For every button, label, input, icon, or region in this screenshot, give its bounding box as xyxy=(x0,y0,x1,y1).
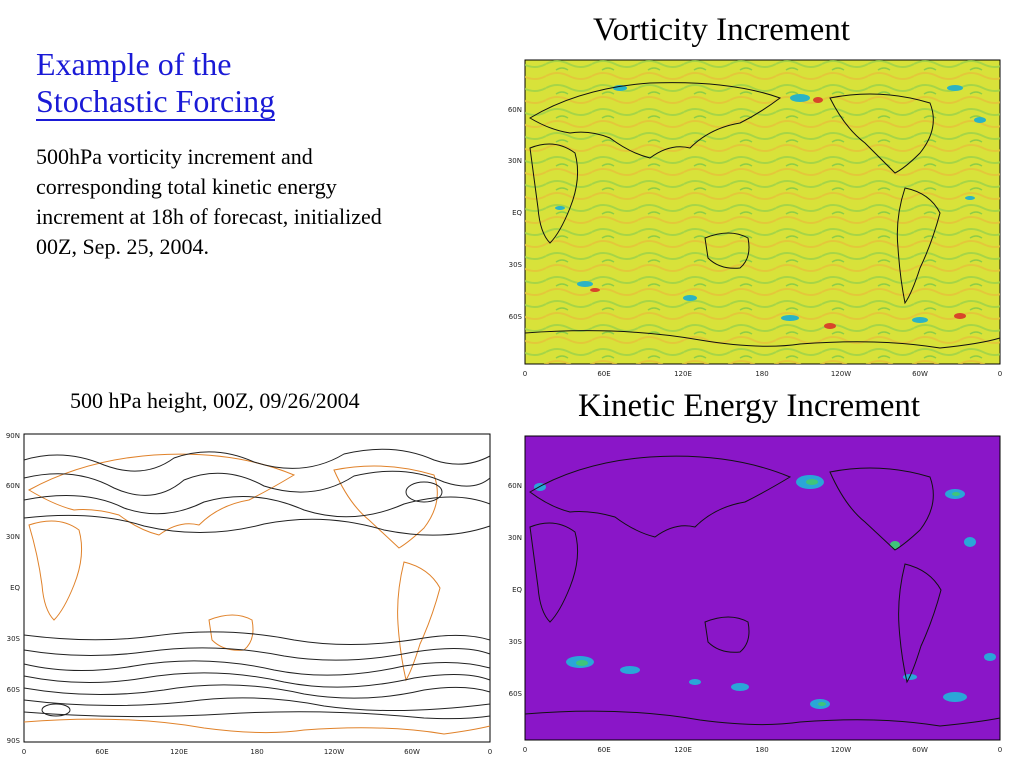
height-map-background xyxy=(23,433,491,743)
axis-tick-label: 0 xyxy=(22,748,26,756)
axis-tick-label: 0 xyxy=(523,370,527,378)
axis-tick-label: 0 xyxy=(998,746,1002,754)
kinetic-energy-lat-ticks: 60N 30N EQ 30S 60S xyxy=(508,482,523,698)
axis-tick-label: 180 xyxy=(250,748,263,756)
axis-tick-label: 120E xyxy=(674,370,692,378)
slide-title-line-1: Example of the xyxy=(36,46,232,82)
description-line-3: increment at 18h of forecast, initialize… xyxy=(36,204,382,229)
vorticity-lat-30s: 30S xyxy=(509,261,523,269)
axis-tick-label: 60W xyxy=(912,370,928,378)
axis-tick-label: 60E xyxy=(597,370,610,378)
axis-tick-label: EQ xyxy=(512,586,522,594)
axis-tick-label: 180 xyxy=(755,746,768,754)
slide-title-line-2-text: Stochastic Forcing xyxy=(36,83,276,121)
axis-tick-label: 60N xyxy=(6,482,20,490)
axis-tick-label: 120W xyxy=(324,748,344,756)
axis-tick-label: 60S xyxy=(7,686,21,694)
axis-tick-label: EQ xyxy=(10,584,20,592)
axis-tick-label: 30S xyxy=(7,635,21,643)
vorticity-lat-ticks: 60N 30N EQ 30S 60S xyxy=(508,106,523,321)
height-caption: 500 hPa height, 00Z, 09/26/2004 xyxy=(70,388,360,413)
height-coastlines xyxy=(23,453,491,735)
axis-tick-label: 30N xyxy=(508,534,522,542)
axis-tick-label: 0 xyxy=(998,370,1002,378)
description-line-2: corresponding total kinetic energy xyxy=(36,174,337,199)
axis-tick-label: 120E xyxy=(170,748,188,756)
slide-title-line-2: Stochastic Forcing xyxy=(36,83,276,121)
axis-tick-label: 60S xyxy=(509,690,523,698)
axis-tick-label: 90S xyxy=(7,737,21,745)
axis-tick-label: 120W xyxy=(831,746,851,754)
vorticity-lon-ticks: 0 60E 120E 180 120W 60W 0 xyxy=(523,370,1002,378)
vorticity-coastlines xyxy=(524,82,1001,349)
axis-tick-label: 120E xyxy=(674,746,692,754)
vorticity-lat-60n: 60N xyxy=(508,106,522,114)
kinetic-energy-map: 60N 30N EQ 30S 60S 0 60E 120E 180 120W 6… xyxy=(508,435,1002,754)
description-line-4: 00Z, Sep. 25, 2004. xyxy=(36,234,209,259)
axis-tick-label: 30N xyxy=(6,533,20,541)
axis-tick-label: 60W xyxy=(404,748,420,756)
axis-tick-label: 90N xyxy=(6,432,20,440)
height-contours xyxy=(23,448,491,720)
axis-tick-label: 120W xyxy=(831,370,851,378)
vorticity-lat-30n: 30N xyxy=(508,157,522,165)
axis-tick-label: 60E xyxy=(597,746,610,754)
axis-tick-label: 30S xyxy=(509,638,523,646)
kinetic-energy-coastlines xyxy=(524,455,1001,727)
description-line-1: 500hPa vorticity increment and xyxy=(36,144,313,169)
axis-tick-label: 0 xyxy=(488,748,492,756)
kinetic-energy-map-background xyxy=(524,435,1001,741)
vorticity-caption: Vorticity Increment xyxy=(593,12,850,48)
kinetic-energy-blobs xyxy=(534,475,996,709)
slide-description: 500hPa vorticity increment and correspon… xyxy=(36,142,496,262)
axis-tick-label: 0 xyxy=(523,746,527,754)
vorticity-lat-60s: 60S xyxy=(509,313,523,321)
vorticity-lat-eq: EQ xyxy=(512,209,522,217)
axis-tick-label: 60W xyxy=(912,746,928,754)
height-lon-ticks: 0 60E 120E 180 120W 60W 0 xyxy=(22,748,492,756)
vorticity-map: 60N 30N EQ 30S 60S 0 60E 120E 180 120W 6… xyxy=(508,59,1002,378)
slide-title: Example of the Stochastic Forcing xyxy=(36,46,276,121)
axis-tick-label: 60N xyxy=(508,482,522,490)
kinetic-energy-lon-ticks: 0 60E 120E 180 120W 60W 0 xyxy=(523,746,1002,754)
axis-tick-label: 180 xyxy=(755,370,768,378)
height-lat-ticks: 90N 60N 30N EQ 30S 60S 90S xyxy=(6,432,21,745)
vorticity-blobs xyxy=(555,85,986,329)
axis-tick-label: 60E xyxy=(95,748,108,756)
kinetic-energy-caption: Kinetic Energy Increment xyxy=(578,388,921,424)
height-map: 90N 60N 30N EQ 30S 60S 90S 0 60E 120E 18… xyxy=(6,432,492,756)
